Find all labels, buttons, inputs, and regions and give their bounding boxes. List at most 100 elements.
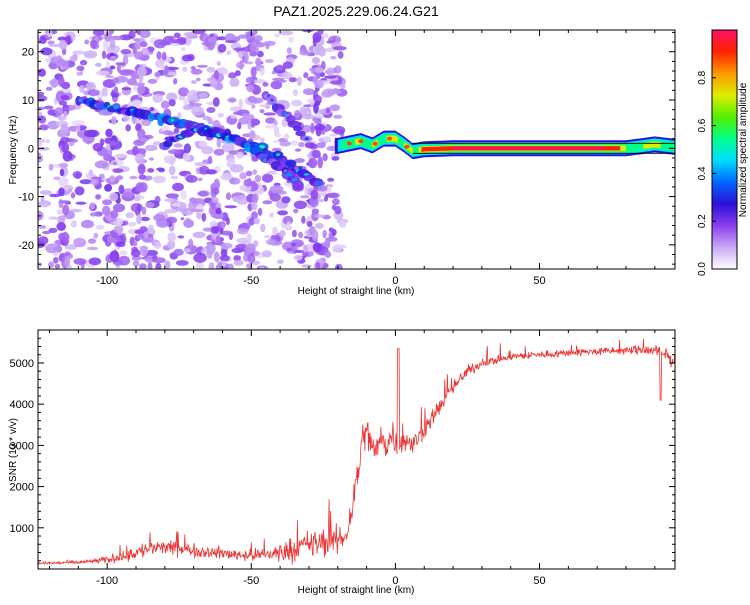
heatmap-noise-blob [86,246,99,251]
heatmap-noise-blob [127,222,137,227]
heatmap-noise-blob [182,152,191,162]
heatmap-noise-blob [130,202,143,213]
heatmap-noise-blob [245,170,253,177]
heatmap-noise-blob [229,177,241,185]
heatmap-noise-blob [304,187,309,197]
heatmap-noise-blob [164,260,171,269]
heatmap-noise-blob [155,59,165,68]
heatmap-noise-blob [269,185,284,194]
heatmap-noise-blob [120,49,132,55]
heatmap-noise-blob [271,147,282,152]
heatmap-noise-blob [117,63,121,73]
y-tick-label: -20 [18,240,34,252]
heatmap-noise-blob [84,39,90,45]
heatmap-noise-blob [286,247,293,252]
heatmap-noise-blob [163,155,177,164]
heatmap-noise-blob [79,84,85,93]
heatmap-noise-blob [122,188,135,198]
heatmap-noise-blob [252,97,264,104]
heatmap-noise-blob [246,31,255,44]
heatmap-noise-blob [314,119,320,125]
heatmap-noise-blob [220,172,233,181]
heatmap-noise-blob [211,187,220,195]
heatmap-noise-blob [317,156,324,169]
heatmap-noise-blob [59,168,65,177]
heatmap-noise-blob [158,168,166,173]
heatmap-noise-blob [147,224,155,235]
heatmap-noise-blob [48,216,59,220]
heatmap-noise-blob [251,211,258,220]
heatmap-noise-blob [259,109,265,114]
heatmap-noise-blob [227,263,234,269]
heatmap-noise-blob [291,229,297,238]
snr-panel: -100 -50 0 50 1000 2000 3000 4000 5000 Height of… [8,329,676,596]
heatmap-noise-blob [262,250,272,258]
heatmap-noise-blob [104,31,112,42]
heatmap-feature-blob [285,159,297,168]
heatmap-noise-blob [201,212,207,222]
heatmap-noise-blob [171,202,181,207]
heatmap-noise-blob [212,120,221,129]
x-tick-label: -100 [96,275,118,287]
heatmap-noise-blob [208,262,215,269]
heatmap-noise-blob [169,43,181,47]
heatmap-noise-blob [300,195,310,199]
heatmap-noise-blob [265,43,270,50]
heatmap-noise-blob [284,133,289,140]
heatmap-noise-blob [205,169,218,175]
heatmap-feature-core [113,104,120,110]
heatmap-noise-blob [207,155,213,164]
heatmap-noise-blob [252,169,257,175]
heatmap-noise-blob [190,68,203,75]
heatmap-noise-blob [60,215,66,221]
heatmap-noise-blob [190,208,204,213]
heatmap-noise-blob [92,30,105,36]
heatmap-noise-blob [83,50,98,59]
heatmap-noise-blob [303,72,309,79]
heatmap-coherent-ray [334,130,675,160]
heatmap-noise-blob [42,230,51,235]
heatmap-noise-blob [173,32,181,39]
heatmap-noise-blob [335,263,343,269]
heatmap-noise-blob [293,200,307,210]
heatmap-noise-blob [324,75,337,79]
heatmap-noise-blob [122,114,131,122]
heatmap-noise-blob [250,180,257,191]
heatmap-noise-blob [329,80,343,85]
heatmap-noise-blob [246,84,255,93]
heatmap-noise-blob [92,142,104,152]
heatmap-noise-blob [333,114,343,119]
heatmap-noise-blob [88,257,102,266]
heatmap-noise-blob [225,192,232,201]
heatmap-noise-blob [136,148,147,155]
heatmap-noise-blob [137,128,146,140]
heatmap-noise-blob [167,232,177,242]
x-tick-label: 50 [533,575,545,587]
heatmap-noise-blob [141,119,152,127]
heatmap-noise-blob [139,245,149,257]
heatmap-noise-blob [178,87,189,97]
heatmap-noise-blob [108,30,115,35]
heatmap-noise-blob [260,137,265,143]
heatmap-noise-blob [185,217,191,225]
heatmap-noise-blob [145,144,158,152]
heatmap-noise-blob [191,106,205,116]
heatmap-noise-blob [315,95,323,102]
heatmap-noise-blob [279,229,286,238]
heatmap-noise-blob [38,147,50,151]
heatmap-noise-blob [197,191,209,197]
heatmap-noise-blob [263,40,276,46]
heatmap-noise-blob [298,231,304,239]
heatmap-noise-blob [79,179,92,185]
heatmap-noise-blob [48,227,58,233]
heatmap-noise-blob [182,104,193,111]
heatmap-noise-blob [312,32,322,43]
heatmap-noise-blob [322,136,332,142]
heatmap-noise-blob [132,241,138,247]
heatmap-noise-blob [211,240,216,245]
heatmap-noise-blob [312,242,322,253]
heatmap-noise-blob [137,163,146,175]
heatmap-noise-blob [186,89,200,100]
heatmap-noise-blob [232,111,244,116]
heatmap-noise-blob [115,241,126,248]
